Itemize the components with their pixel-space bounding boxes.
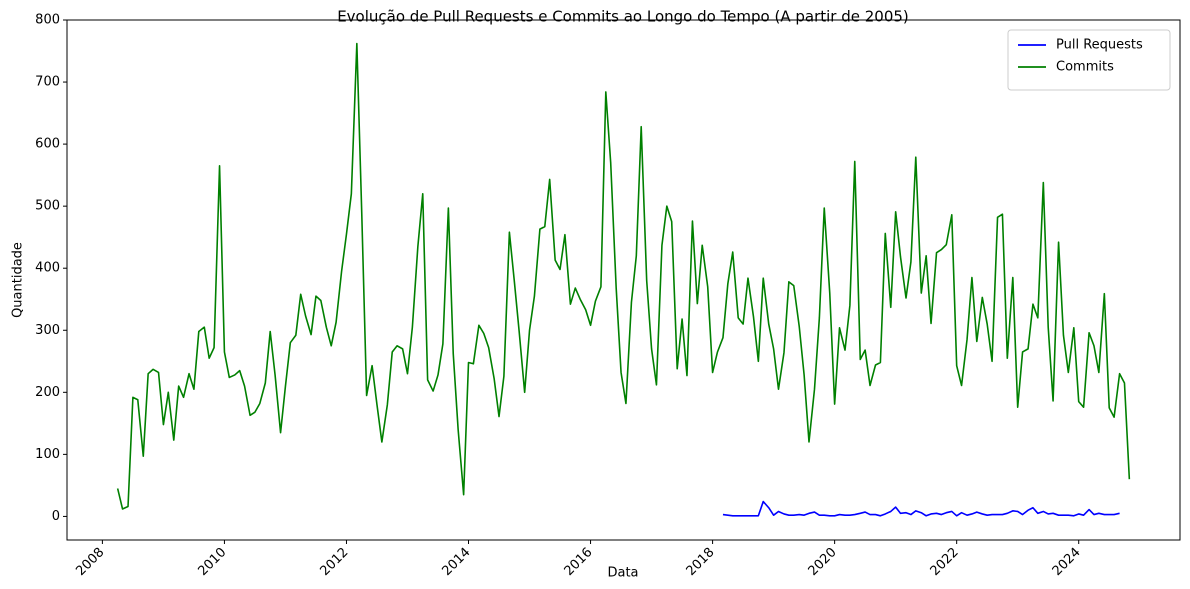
- legend-box: [1007, 29, 1171, 91]
- plot-frame: [66, 19, 1181, 541]
- y-tick-label: 500: [35, 199, 60, 214]
- y-tick-label: 300: [35, 323, 60, 338]
- series-line: [116, 42, 1131, 510]
- y-tick-label: 800: [35, 13, 60, 28]
- y-tick-label: 700: [35, 75, 60, 90]
- y-tick-label: 0: [52, 509, 60, 524]
- y-tick-label: 600: [35, 137, 60, 152]
- y-axis-label: Quantidade: [11, 242, 26, 318]
- chart-title: Evolução de Pull Requests e Commits ao L…: [337, 8, 909, 26]
- y-tick-label: 400: [35, 261, 60, 276]
- legend-label: Pull Requests: [1056, 38, 1143, 53]
- series-line: [722, 500, 1120, 517]
- x-axis-label: Data: [607, 566, 638, 581]
- legend-label: Commits: [1056, 60, 1114, 75]
- y-tick-label: 100: [35, 447, 60, 462]
- y-tick-label: 200: [35, 385, 60, 400]
